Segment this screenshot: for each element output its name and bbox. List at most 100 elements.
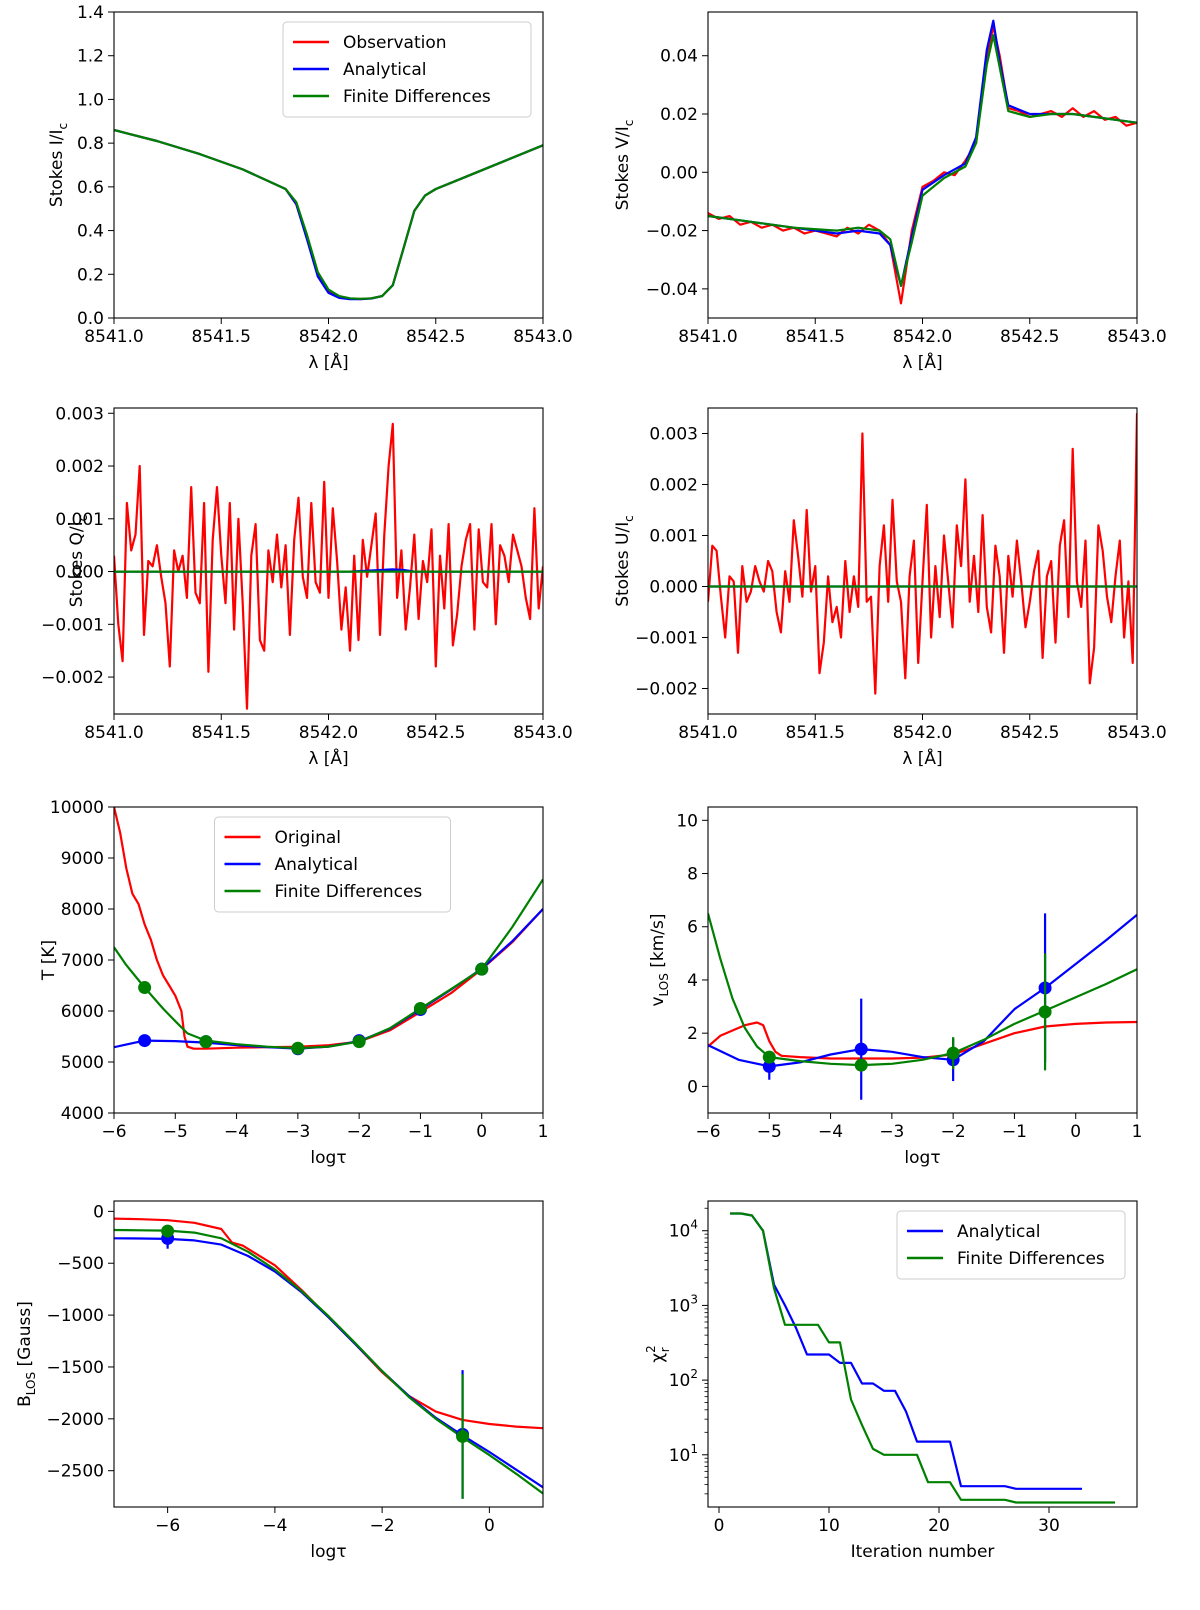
y-tick-label: 0.2 — [77, 265, 104, 285]
y-tick-label: 4000 — [61, 1104, 104, 1124]
legend-box — [896, 1210, 1126, 1280]
panel-stokes-v: 8541.0 8541.5 8542.0 8542.5 8543.0 −0.04 −0.02… — [613, 11, 1167, 373]
y-tick-label: −500 — [57, 1254, 104, 1274]
y-tick-label: −0.04 — [646, 280, 698, 300]
legend: Analytical Finite Differences — [896, 1210, 1126, 1280]
series-line-analytical — [114, 1237, 543, 1489]
panel-chi2: 0 10 20 30 101 102 103 104 Iteration number χ2r An… — [644, 1200, 1138, 1562]
node-point — [854, 1042, 868, 1056]
plot-lines — [730, 1212, 1115, 1504]
y-axis-label: Stokes I/Ic — [47, 123, 70, 207]
x-tick-label: −6 — [695, 1122, 720, 1142]
x-tick-label: 8543.0 — [1107, 327, 1166, 347]
x-tick-label: 1 — [538, 1122, 549, 1142]
y-tick-label: 0 — [93, 1202, 104, 1222]
y-tick-label: 0.6 — [77, 178, 104, 198]
x-axis-label: λ [Å] — [308, 351, 348, 373]
x-tick-label: 8541.5 — [786, 327, 845, 347]
x-axis-label: logτ — [310, 1148, 346, 1168]
node-point — [1038, 1005, 1052, 1019]
legend-label: Analytical — [957, 1222, 1040, 1242]
series-line-finite-differences — [114, 1228, 543, 1495]
legend: Observation Analytical Finite Differences — [282, 21, 532, 118]
series-line-observation — [114, 422, 543, 710]
y-tick-label: 0.0 — [77, 309, 104, 329]
x-tick-label: 8541.0 — [678, 327, 737, 347]
axes-frame — [113, 1200, 544, 1508]
y-tick-label: 10000 — [50, 798, 104, 818]
y-tick-label: 1.2 — [77, 47, 104, 67]
x-tick-label: −5 — [757, 1122, 782, 1142]
panel-temperature: −6 −5 −4 −3 −2 −1 0 1 4000 5000 6000 7000 8000 9000 10… — [39, 798, 548, 1168]
y-axis-label: T [K] — [39, 940, 59, 981]
series-line-original — [708, 1020, 1137, 1060]
y-axis-label: vLOS [km/s] — [648, 913, 671, 1006]
y-tick-label: −1500 — [46, 1358, 104, 1378]
x-tick-label: 8541.5 — [192, 327, 251, 347]
x-tick-label: −2 — [370, 1516, 395, 1536]
y-tick-label: 0.4 — [77, 222, 104, 242]
node-point — [199, 1035, 213, 1049]
series-line-analytical — [708, 19, 1137, 287]
x-tick-label: 8541.0 — [84, 723, 143, 743]
y-tick-label: 101 — [669, 1442, 698, 1466]
node-point — [138, 1034, 152, 1048]
legend-box — [214, 816, 451, 913]
plot-lines — [114, 1217, 543, 1495]
x-tick-label: 8542.0 — [893, 723, 952, 743]
y-tick-label: 8000 — [61, 900, 104, 920]
axes-frame — [707, 806, 1138, 1114]
series-line-finite-differences — [114, 128, 543, 300]
legend-label: Observation — [343, 33, 447, 53]
y-tick-label: 2 — [687, 1024, 698, 1044]
y-tick-label: −0.002 — [41, 668, 104, 688]
y-tick-label: 102 — [669, 1367, 698, 1391]
y-axis-label: Stokes U/Ic — [613, 515, 636, 607]
y-tick-label: 0.001 — [55, 510, 104, 530]
series-line-analytical — [114, 128, 543, 301]
plot-lines — [708, 913, 1137, 1068]
x-tick-label: 0 — [714, 1516, 725, 1536]
node-point — [456, 1429, 470, 1443]
y-tick-label: −0.002 — [635, 680, 698, 700]
node-point — [946, 1046, 960, 1060]
plot-lines — [708, 19, 1137, 305]
x-axis-label: logτ — [310, 1542, 346, 1562]
x-tick-label: −4 — [262, 1516, 287, 1536]
y-tick-label: 7000 — [61, 951, 104, 971]
panel-stokes-q: 8541.0 8541.5 8542.0 8542.5 8543.0 −0.002 −0.0… — [41, 404, 573, 769]
y-tick-label: −1000 — [46, 1306, 104, 1326]
x-tick-label: 8543.0 — [1107, 723, 1166, 743]
y-tick-label: 0.003 — [649, 425, 698, 445]
series-line-observation — [708, 25, 1137, 305]
x-tick-label: 0 — [1070, 1122, 1081, 1142]
x-axis-label: λ [Å] — [902, 747, 942, 769]
y-tick-label: 0.002 — [649, 476, 698, 496]
x-tick-label: 8542.0 — [893, 327, 952, 347]
x-tick-label: 8542.5 — [1000, 327, 1059, 347]
x-tick-label: −2 — [941, 1122, 966, 1142]
legend: Original Analytical Finite Differences — [214, 816, 451, 913]
y-axis-label: χ2r — [644, 1345, 672, 1362]
y-tick-label: 0.002 — [55, 457, 104, 477]
node-point — [161, 1224, 175, 1238]
y-tick-label: 1.0 — [77, 90, 104, 110]
node-markers — [138, 962, 489, 1056]
x-tick-label: 8543.0 — [513, 327, 572, 347]
node-point — [138, 981, 152, 995]
x-tick-label: −6 — [101, 1122, 126, 1142]
y-tick-label: 0.00 — [660, 163, 698, 183]
x-axis-label: λ [Å] — [902, 351, 942, 373]
node-point — [413, 1001, 427, 1015]
series-line-original — [114, 807, 543, 1050]
y-tick-label: 5000 — [61, 1053, 104, 1073]
y-tick-label: −0.02 — [646, 222, 698, 242]
series-line-finite-differences — [708, 913, 1137, 1067]
plot-lines — [708, 413, 1137, 695]
series-line-finite-differences — [114, 878, 543, 1050]
y-tick-label: 0.003 — [55, 404, 104, 424]
node-point — [291, 1041, 305, 1055]
y-tick-label: 4 — [687, 971, 698, 991]
